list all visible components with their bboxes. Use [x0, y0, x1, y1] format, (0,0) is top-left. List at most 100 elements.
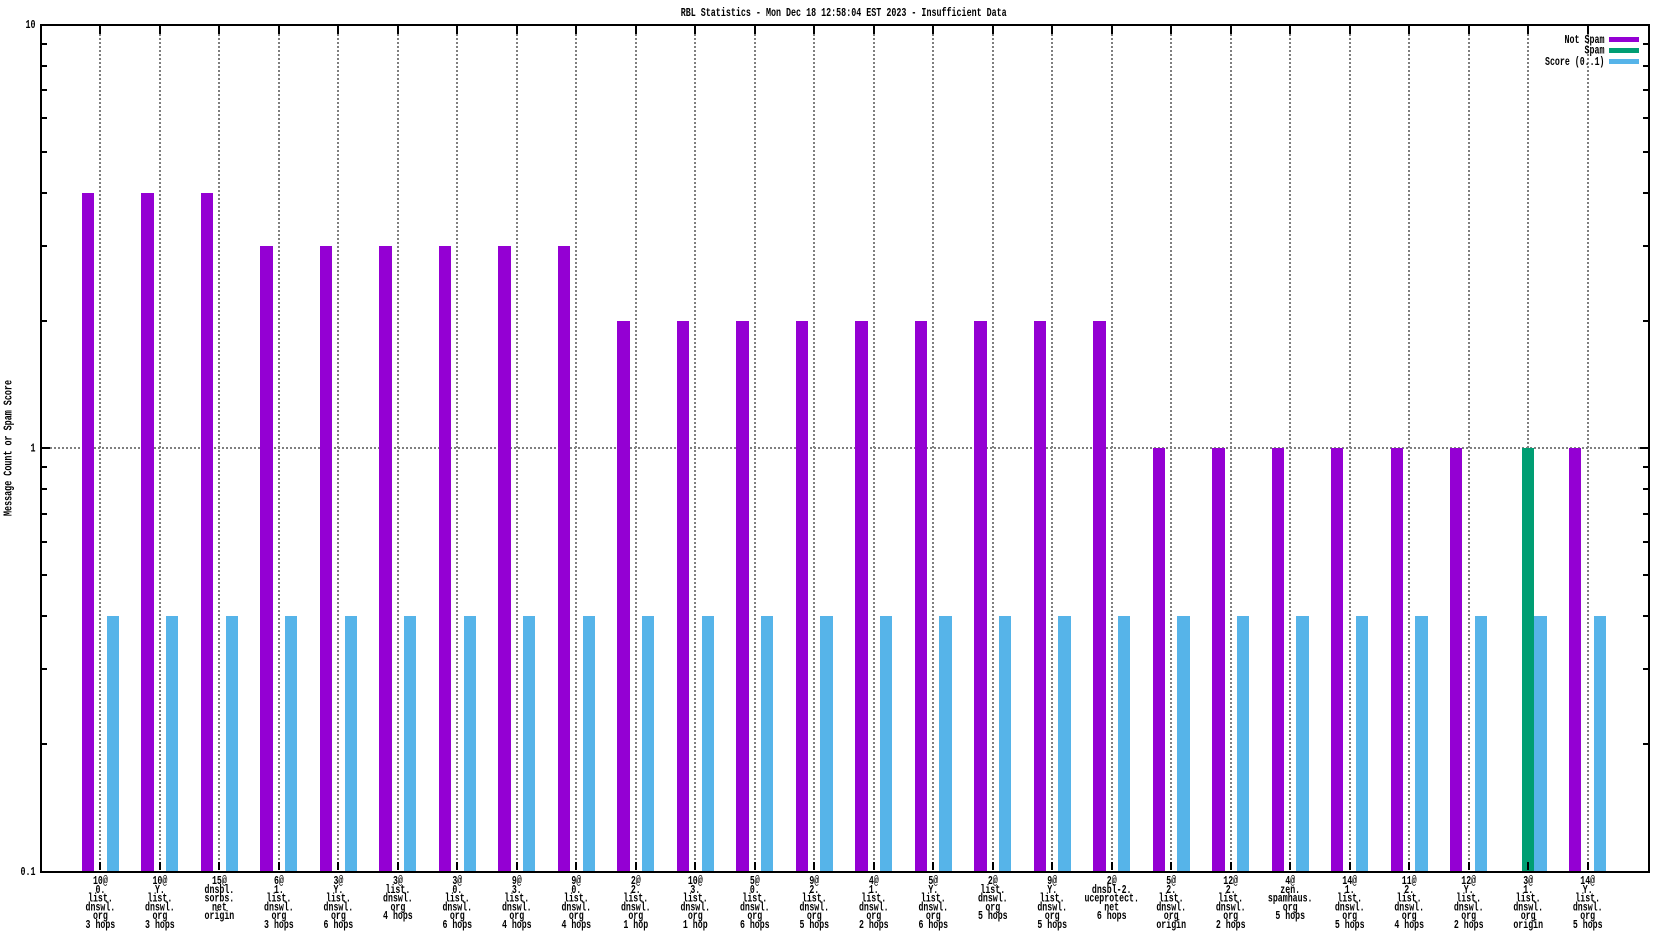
svg-text:org: org: [1045, 909, 1060, 923]
svg-text:6 hops: 6 hops: [442, 918, 472, 932]
svg-text:0.: 0.: [452, 883, 462, 897]
svg-text:3 hops: 3 hops: [264, 918, 294, 932]
svg-text:9@: 9@: [512, 874, 522, 888]
svg-text:1 hop: 1 hop: [683, 918, 708, 932]
svg-text:0.: 0.: [95, 883, 105, 897]
svg-text:spamhaus.: spamhaus.: [1268, 892, 1313, 906]
svg-text:2@: 2@: [1107, 874, 1117, 888]
svg-text:org: org: [628, 909, 643, 923]
svg-text:list.: list.: [267, 892, 292, 906]
svg-text:2.: 2.: [1404, 883, 1414, 897]
svg-text:2.: 2.: [631, 883, 641, 897]
svg-text:list.: list.: [1337, 892, 1362, 906]
svg-text:dnswl.: dnswl.: [621, 900, 651, 914]
svg-text:origin: origin: [205, 909, 235, 923]
svg-text:9@: 9@: [571, 874, 581, 888]
svg-text:dnswl.: dnswl.: [561, 900, 591, 914]
svg-text:4 hops: 4 hops: [561, 918, 591, 932]
svg-text:dnswl.: dnswl.: [740, 900, 770, 914]
svg-text:Y.: Y.: [1464, 883, 1474, 897]
svg-text:Y.: Y.: [333, 883, 343, 897]
svg-text:dnswl.: dnswl.: [1037, 900, 1067, 914]
svg-text:4@: 4@: [1285, 874, 1295, 888]
svg-text:list.: list.: [88, 892, 113, 906]
svg-text:9@: 9@: [1047, 874, 1057, 888]
svg-text:5 hops: 5 hops: [1275, 909, 1305, 923]
svg-text:list.: list.: [386, 883, 411, 897]
svg-text:2.: 2.: [1166, 883, 1176, 897]
svg-text:list.: list.: [1575, 892, 1600, 906]
svg-text:org: org: [450, 909, 465, 923]
svg-text:zen.: zen.: [1280, 883, 1300, 897]
svg-text:dnswl.: dnswl.: [264, 900, 294, 914]
svg-text:org: org: [985, 900, 1000, 914]
svg-text:list.: list.: [504, 892, 529, 906]
svg-text:org: org: [1223, 909, 1238, 923]
svg-text:2 hops: 2 hops: [1216, 918, 1246, 932]
svg-text:3@: 3@: [1523, 874, 1533, 888]
svg-text:11@: 11@: [1402, 874, 1417, 888]
svg-text:Y.: Y.: [928, 883, 938, 897]
svg-text:6 hops: 6 hops: [918, 918, 948, 932]
svg-text:dnswl.: dnswl.: [1216, 900, 1246, 914]
svg-text:list.: list.: [1516, 892, 1541, 906]
svg-text:5@: 5@: [750, 874, 760, 888]
svg-text:list.: list.: [623, 892, 648, 906]
svg-text:org: org: [1402, 909, 1417, 923]
svg-text:dnswl.: dnswl.: [383, 892, 413, 906]
svg-text:4@: 4@: [869, 874, 879, 888]
svg-text:org: org: [271, 909, 286, 923]
svg-text:dnswl.: dnswl.: [1394, 900, 1424, 914]
svg-text:6 hops: 6 hops: [1097, 909, 1127, 923]
svg-text:Score (0..1): Score (0..1): [1545, 55, 1605, 69]
svg-text:list.: list.: [683, 892, 708, 906]
svg-text:dnswl.: dnswl.: [918, 900, 948, 914]
svg-text:10@: 10@: [688, 874, 703, 888]
svg-text:4 hops: 4 hops: [1394, 918, 1424, 932]
svg-text:1: 1: [31, 441, 36, 455]
svg-text:dnsbl-2.: dnsbl-2.: [1092, 883, 1132, 897]
svg-text:org: org: [926, 909, 941, 923]
svg-text:1.: 1.: [274, 883, 284, 897]
svg-text:2 hops: 2 hops: [1454, 918, 1484, 932]
svg-text:dnswl.: dnswl.: [442, 900, 472, 914]
svg-text:dnswl.: dnswl.: [145, 900, 175, 914]
svg-text:1 hop: 1 hop: [623, 918, 648, 932]
svg-text:3@: 3@: [393, 874, 403, 888]
svg-text:2 hops: 2 hops: [859, 918, 889, 932]
svg-text:9@: 9@: [809, 874, 819, 888]
svg-text:org: org: [1521, 909, 1536, 923]
svg-text:10@: 10@: [152, 874, 167, 888]
svg-text:Y.: Y.: [1583, 883, 1593, 897]
svg-text:org: org: [747, 909, 762, 923]
svg-text:list.: list.: [445, 892, 470, 906]
svg-text:2.: 2.: [809, 883, 819, 897]
svg-text:origin: origin: [1156, 918, 1186, 932]
svg-text:list.: list.: [921, 892, 946, 906]
svg-text:org: org: [569, 909, 584, 923]
svg-text:2.: 2.: [1226, 883, 1236, 897]
svg-text:Y.: Y.: [155, 883, 165, 897]
svg-text:6@: 6@: [274, 874, 284, 888]
svg-text:dnswl.: dnswl.: [859, 900, 889, 914]
svg-text:0.: 0.: [750, 883, 760, 897]
svg-text:dnswl.: dnswl.: [502, 900, 532, 914]
svg-text:list.: list.: [742, 892, 767, 906]
svg-text:list.: list.: [980, 883, 1005, 897]
svg-text:5 hops: 5 hops: [799, 918, 829, 932]
svg-text:org: org: [331, 909, 346, 923]
svg-text:org: org: [807, 909, 822, 923]
svg-text:12@: 12@: [1461, 874, 1476, 888]
svg-text:org: org: [509, 909, 524, 923]
svg-text:1.: 1.: [1523, 883, 1533, 897]
svg-text:list.: list.: [148, 892, 173, 906]
svg-text:dnswl.: dnswl.: [680, 900, 710, 914]
svg-text:0.: 0.: [571, 883, 581, 897]
svg-text:Message Count or Spam Score: Message Count or Spam Score: [1, 380, 15, 516]
svg-text:3 hops: 3 hops: [86, 918, 116, 932]
svg-text:dnswl.: dnswl.: [86, 900, 116, 914]
svg-text:org: org: [1580, 909, 1595, 923]
svg-text:12@: 12@: [1223, 874, 1238, 888]
svg-text:sorbs.: sorbs.: [205, 892, 235, 906]
svg-text:2@: 2@: [988, 874, 998, 888]
